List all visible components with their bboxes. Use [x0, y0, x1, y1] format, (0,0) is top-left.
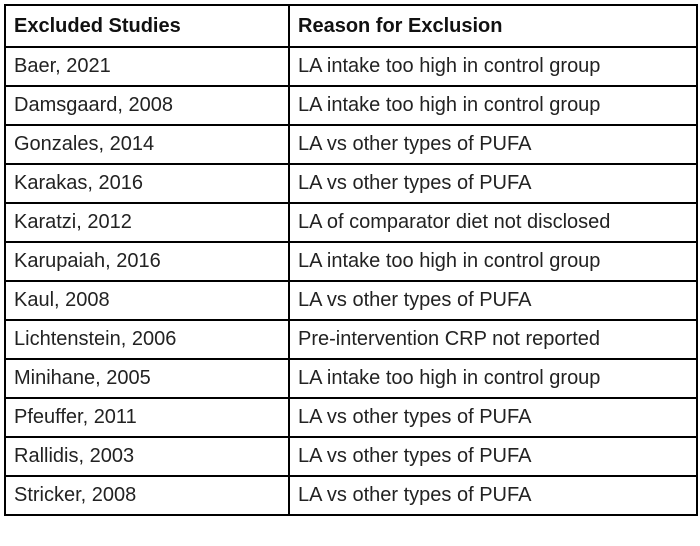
table-row: Damsgaard, 2008 LA intake too high in con…	[4, 85, 698, 126]
study-cell: Karatzi, 2012	[4, 202, 290, 243]
header-cell: Excluded Studies	[4, 4, 290, 48]
study-cell: Karupaiah, 2016	[4, 241, 290, 282]
table-row: Minihane, 2005 LA intake too high in cont…	[4, 358, 698, 399]
table-row: Pfeuffer, 2011 LA vs other types of PUFA	[4, 397, 698, 438]
table-row: Kaul, 2008 LA vs other types of PUFA	[4, 280, 698, 321]
table-header: Excluded Studies Reason for Exclusion	[4, 4, 698, 48]
reason-cell: LA vs other types of PUFA	[288, 163, 698, 204]
table-row: Stricker, 2008 LA vs other types of PUFA	[4, 475, 698, 516]
table-row: Rallidis, 2003 LA vs other types of PUFA	[4, 436, 698, 477]
reason-cell: LA vs other types of PUFA	[288, 124, 698, 165]
reason-cell: LA vs other types of PUFA	[288, 280, 698, 321]
header-cell: Reason for Exclusion	[288, 4, 698, 48]
header-row: Excluded Studies Reason for Exclusion	[4, 4, 698, 48]
table-body: Baer, 2021 LA intake too high in control …	[4, 46, 698, 516]
study-cell: Pfeuffer, 2011	[4, 397, 290, 438]
reason-cell: Pre-intervention CRP not reported	[288, 319, 698, 360]
reason-cell: LA intake too high in control group	[288, 46, 698, 87]
reason-cell: LA vs other types of PUFA	[288, 475, 698, 516]
reason-cell: LA intake too high in control group	[288, 85, 698, 126]
reason-cell: LA intake too high in control group	[288, 358, 698, 399]
table-row: Gonzales, 2014 LA vs other types of PUFA	[4, 124, 698, 165]
exclusion-table: Excluded Studies Reason for Exclusion Ba…	[4, 4, 698, 516]
table-row: Baer, 2021 LA intake too high in control …	[4, 46, 698, 87]
table-row: Karupaiah, 2016 LA intake too high in con…	[4, 241, 698, 282]
study-cell: Rallidis, 2003	[4, 436, 290, 477]
study-cell: Damsgaard, 2008	[4, 85, 290, 126]
study-cell: Karakas, 2016	[4, 163, 290, 204]
study-cell: Baer, 2021	[4, 46, 290, 87]
study-cell: Gonzales, 2014	[4, 124, 290, 165]
reason-cell: LA of comparator diet not disclosed	[288, 202, 698, 243]
reason-cell: LA intake too high in control group	[288, 241, 698, 282]
reason-cell: LA vs other types of PUFA	[288, 436, 698, 477]
study-cell: Minihane, 2005	[4, 358, 290, 399]
study-cell: Stricker, 2008	[4, 475, 290, 516]
reason-cell: LA vs other types of PUFA	[288, 397, 698, 438]
study-cell: Lichtenstein, 2006	[4, 319, 290, 360]
study-cell: Kaul, 2008	[4, 280, 290, 321]
table-row: Karatzi, 2012 LA of comparator diet not d…	[4, 202, 698, 243]
table-row: Lichtenstein, 2006 Pre-intervention CRP n…	[4, 319, 698, 360]
table-row: Karakas, 2016 LA vs other types of PUFA	[4, 163, 698, 204]
